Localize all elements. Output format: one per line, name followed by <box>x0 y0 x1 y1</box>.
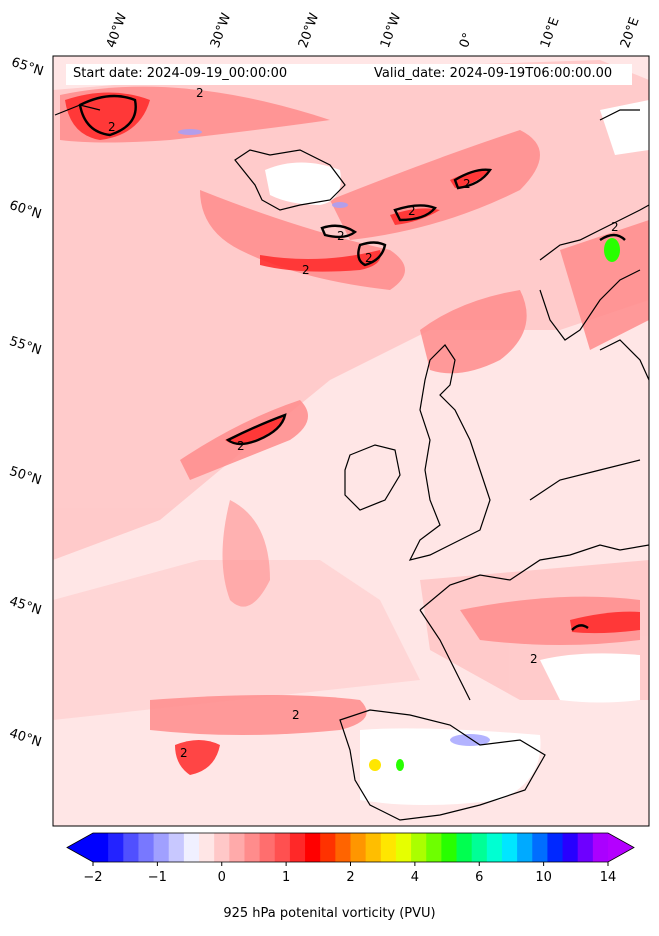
colorbar-swatch <box>486 833 503 862</box>
colorbar-swatch <box>335 833 351 862</box>
colorbar-tick-label: 10 <box>535 870 552 885</box>
coastlines <box>54 104 649 821</box>
contour-label: 2 <box>237 439 245 453</box>
colorbar-swatch <box>350 833 367 862</box>
contour-label: 2 <box>302 263 310 277</box>
pv-field-strong <box>65 92 640 775</box>
colorbar-swatch <box>93 833 109 862</box>
colorbar-swatch <box>123 833 139 862</box>
contour-label: 2 <box>180 746 188 760</box>
high-pv-patches <box>369 238 620 771</box>
colorbar-tick-label: 14 <box>599 870 617 885</box>
colorbar-swatch <box>471 833 488 862</box>
colorbar-swatch <box>411 833 427 862</box>
colorbar-swatch <box>592 833 609 862</box>
colorbar-tick-label: 1 <box>281 870 291 885</box>
contour-label: 2 <box>408 204 416 218</box>
colorbar-swatch <box>532 833 548 862</box>
colorbar-extend-high <box>608 833 634 862</box>
colorbar-swatch <box>244 833 261 862</box>
contour-label: 2 <box>196 86 204 100</box>
colorbar-swatch <box>138 833 155 862</box>
colorbar-swatch <box>501 833 518 862</box>
colorbar-swatch <box>183 833 200 862</box>
map-panel <box>53 56 649 826</box>
contour-label: 2 <box>463 177 471 191</box>
colorbar-tick-label: −2 <box>83 870 103 885</box>
contour-label: 2 <box>365 251 373 265</box>
colorbar-swatch <box>305 833 321 862</box>
pv-contour-2 <box>78 94 626 631</box>
colorbar-swatch <box>456 833 473 862</box>
header-bar <box>66 64 632 85</box>
map-frame <box>52 55 650 827</box>
contour-label: 2 <box>292 708 300 722</box>
colorbar <box>66 832 635 866</box>
colorbar-tick-label: 4 <box>410 870 420 885</box>
contour-label: 2 <box>530 652 538 666</box>
colorbar-swatch <box>199 833 215 862</box>
colorbar-swatch <box>517 833 533 862</box>
colorbar-swatch <box>153 833 170 862</box>
colorbar-swatch <box>547 833 564 862</box>
colorbar-swatch <box>274 833 291 862</box>
colorbar-swatch <box>214 833 230 862</box>
colorbar-tick-label: −1 <box>147 870 167 885</box>
colorbar-swatch <box>108 833 124 862</box>
colorbar-tick-label: 0 <box>217 870 226 885</box>
land-mask <box>265 100 649 805</box>
colorbar-swatch <box>395 833 412 862</box>
colorbar-swatch <box>380 833 397 862</box>
colorbar-swatch <box>562 833 579 862</box>
colorbar-swatch <box>320 833 336 862</box>
colorbar-swatch <box>259 833 276 862</box>
colorbar-extend-low <box>67 833 93 862</box>
colorbar-swatch <box>441 833 458 862</box>
colorbar-swatch <box>426 833 442 862</box>
negative-pv-patches <box>178 129 490 746</box>
colorbar-title: 925 hPa potenital vorticity (PVU) <box>223 906 436 921</box>
contour-label: 2 <box>337 229 345 243</box>
colorbar-tick-label: 6 <box>475 870 484 885</box>
colorbar-swatch <box>577 833 594 862</box>
colorbar-swatch <box>229 833 245 862</box>
contour-label: 2 <box>108 120 116 134</box>
contour-label: 2 <box>611 220 619 234</box>
colorbar-swatch <box>365 833 382 862</box>
start-date-label: Start date: 2024-09-19_00:00:00 <box>73 66 288 81</box>
colorbar-swatch <box>289 833 306 862</box>
colorbar-swatch <box>168 833 185 862</box>
valid-date-label: Valid_date: 2024-09-19T06:00:00.00 <box>374 66 613 81</box>
colorbar-tick-label: 2 <box>346 870 355 885</box>
